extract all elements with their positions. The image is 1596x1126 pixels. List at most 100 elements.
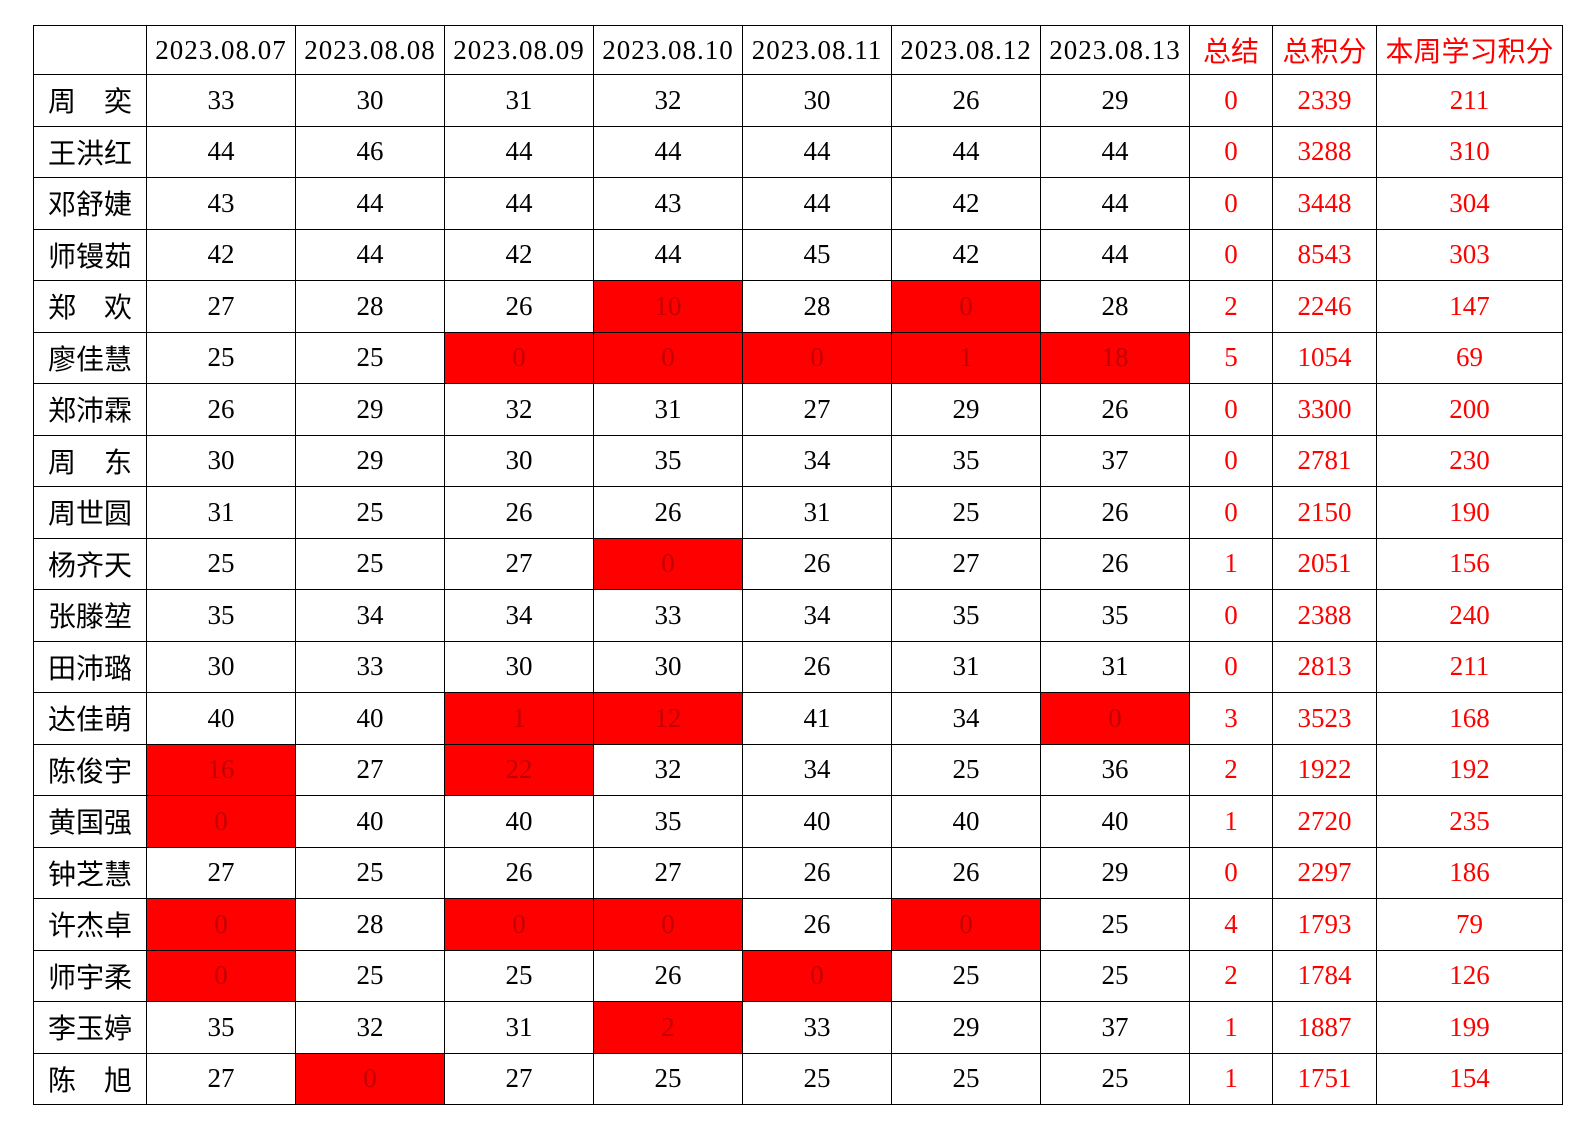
total-cell[interactable]: 2297 [1272, 846, 1378, 899]
summary-cell[interactable]: 1 [1189, 1001, 1274, 1054]
score-cell[interactable]: 10 [593, 280, 744, 333]
total-cell[interactable]: 8543 [1272, 228, 1378, 281]
week-cell[interactable]: 230 [1376, 434, 1564, 487]
summary-cell[interactable]: 1 [1189, 1052, 1274, 1105]
date-header[interactable]: 2023.08.07 [146, 25, 297, 75]
summary-cell[interactable]: 2 [1189, 743, 1274, 796]
score-cell[interactable]: 0 [742, 331, 893, 384]
score-cell[interactable]: 28 [295, 898, 446, 951]
score-cell[interactable]: 26 [742, 537, 893, 590]
score-cell[interactable]: 0 [146, 898, 297, 951]
score-cell[interactable]: 1 [444, 692, 595, 745]
score-cell[interactable]: 31 [742, 486, 893, 539]
score-cell[interactable]: 26 [444, 846, 595, 899]
score-cell[interactable]: 31 [146, 486, 297, 539]
score-cell[interactable]: 26 [1040, 537, 1191, 590]
score-cell[interactable]: 25 [593, 1052, 744, 1105]
week-cell[interactable]: 126 [1376, 949, 1564, 1002]
score-cell[interactable]: 2 [593, 1001, 744, 1054]
score-cell[interactable]: 42 [444, 228, 595, 281]
score-cell[interactable]: 12 [593, 692, 744, 745]
name-cell[interactable]: 杨齐天 [32, 537, 148, 590]
date-header[interactable]: 2023.08.13 [1040, 25, 1191, 75]
score-cell[interactable]: 26 [891, 74, 1042, 127]
score-cell[interactable]: 44 [1040, 228, 1191, 281]
score-cell[interactable]: 26 [1040, 383, 1191, 436]
name-cell[interactable]: 李玉婷 [32, 1001, 148, 1054]
score-cell[interactable]: 30 [593, 640, 744, 693]
score-cell[interactable]: 25 [891, 486, 1042, 539]
score-cell[interactable]: 35 [891, 434, 1042, 487]
summary-cell[interactable]: 1 [1189, 537, 1274, 590]
week-cell[interactable]: 200 [1376, 383, 1564, 436]
score-cell[interactable]: 25 [295, 486, 446, 539]
summary-cell[interactable]: 0 [1189, 589, 1274, 642]
score-cell[interactable]: 42 [891, 228, 1042, 281]
score-cell[interactable]: 29 [891, 1001, 1042, 1054]
score-cell[interactable]: 32 [295, 1001, 446, 1054]
corner-cell[interactable] [32, 25, 148, 75]
score-cell[interactable]: 25 [146, 537, 297, 590]
summary-cell[interactable]: 0 [1189, 434, 1274, 487]
week-cell[interactable]: 199 [1376, 1001, 1564, 1054]
score-cell[interactable]: 42 [146, 228, 297, 281]
score-cell[interactable]: 26 [1040, 486, 1191, 539]
score-cell[interactable]: 27 [891, 537, 1042, 590]
score-cell[interactable]: 34 [742, 589, 893, 642]
score-cell[interactable]: 33 [742, 1001, 893, 1054]
date-header[interactable]: 2023.08.12 [891, 25, 1042, 75]
summary-header[interactable]: 总结 [1189, 25, 1274, 75]
date-header[interactable]: 2023.08.11 [742, 25, 893, 75]
week-header[interactable]: 本周学习积分 [1376, 25, 1564, 75]
score-cell[interactable]: 35 [891, 589, 1042, 642]
score-cell[interactable]: 37 [1040, 434, 1191, 487]
score-cell[interactable]: 0 [146, 795, 297, 848]
name-cell[interactable]: 师宇柔 [32, 949, 148, 1002]
score-cell[interactable]: 30 [146, 434, 297, 487]
summary-cell[interactable]: 0 [1189, 177, 1274, 230]
date-header[interactable]: 2023.08.08 [295, 25, 446, 75]
score-cell[interactable]: 33 [146, 74, 297, 127]
name-cell[interactable]: 郑沛霖 [32, 383, 148, 436]
name-cell[interactable]: 周东 [32, 434, 148, 487]
summary-cell[interactable]: 0 [1189, 228, 1274, 281]
score-cell[interactable]: 42 [891, 177, 1042, 230]
total-header[interactable]: 总积分 [1272, 25, 1378, 75]
name-cell[interactable]: 周奕 [32, 74, 148, 127]
score-cell[interactable]: 30 [742, 74, 893, 127]
total-cell[interactable]: 1922 [1272, 743, 1378, 796]
score-cell[interactable]: 0 [444, 331, 595, 384]
score-cell[interactable]: 26 [444, 486, 595, 539]
score-cell[interactable]: 26 [593, 949, 744, 1002]
name-cell[interactable]: 邓舒婕 [32, 177, 148, 230]
week-cell[interactable]: 240 [1376, 589, 1564, 642]
score-cell[interactable]: 33 [295, 640, 446, 693]
score-cell[interactable]: 0 [891, 898, 1042, 951]
score-cell[interactable]: 44 [146, 125, 297, 178]
summary-cell[interactable]: 0 [1189, 486, 1274, 539]
score-cell[interactable]: 30 [444, 434, 595, 487]
score-cell[interactable]: 44 [742, 177, 893, 230]
score-cell[interactable]: 35 [593, 795, 744, 848]
score-cell[interactable]: 26 [146, 383, 297, 436]
score-cell[interactable]: 32 [593, 74, 744, 127]
summary-cell[interactable]: 0 [1189, 383, 1274, 436]
score-cell[interactable]: 29 [1040, 74, 1191, 127]
score-cell[interactable]: 31 [593, 383, 744, 436]
score-cell[interactable]: 35 [146, 1001, 297, 1054]
score-cell[interactable]: 46 [295, 125, 446, 178]
score-cell[interactable]: 31 [1040, 640, 1191, 693]
total-cell[interactable]: 2339 [1272, 74, 1378, 127]
score-cell[interactable]: 34 [742, 743, 893, 796]
score-cell[interactable]: 26 [742, 640, 893, 693]
name-cell[interactable]: 师镘茹 [32, 228, 148, 281]
total-cell[interactable]: 2388 [1272, 589, 1378, 642]
score-cell[interactable]: 16 [146, 743, 297, 796]
total-cell[interactable]: 3448 [1272, 177, 1378, 230]
score-cell[interactable]: 27 [444, 1052, 595, 1105]
total-cell[interactable]: 2051 [1272, 537, 1378, 590]
score-cell[interactable]: 0 [593, 537, 744, 590]
score-cell[interactable]: 44 [295, 228, 446, 281]
total-cell[interactable]: 1784 [1272, 949, 1378, 1002]
score-cell[interactable]: 44 [742, 125, 893, 178]
